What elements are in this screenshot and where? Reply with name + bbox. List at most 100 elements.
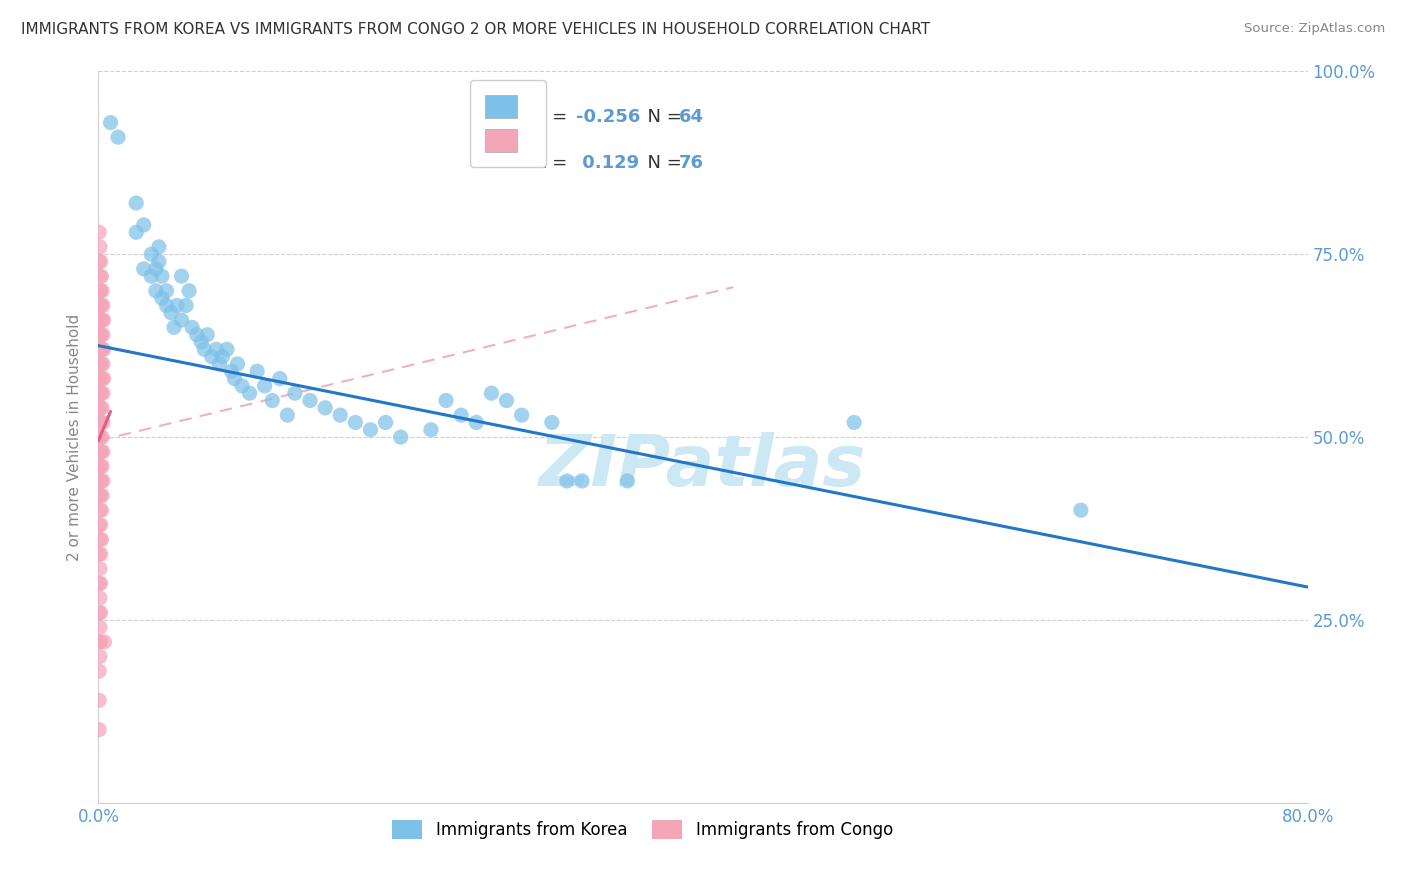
- Point: [314, 401, 336, 415]
- Point: [90, 635, 112, 649]
- Point: [224, 371, 246, 385]
- Point: [166, 298, 188, 312]
- Point: [616, 474, 638, 488]
- Point: [90, 517, 112, 532]
- Point: [344, 416, 367, 430]
- Point: [89, 371, 111, 385]
- Point: [89, 591, 111, 605]
- Point: [89, 649, 111, 664]
- Point: [465, 416, 488, 430]
- Point: [90, 313, 112, 327]
- Point: [374, 416, 396, 430]
- Point: [91, 386, 114, 401]
- Point: [93, 313, 115, 327]
- Point: [90, 444, 112, 458]
- Point: [299, 393, 322, 408]
- Point: [89, 620, 111, 634]
- Point: [510, 408, 533, 422]
- Legend: Immigrants from Korea, Immigrants from Congo: Immigrants from Korea, Immigrants from C…: [385, 814, 900, 846]
- Point: [148, 240, 170, 254]
- Point: [90, 386, 112, 401]
- Text: Source: ZipAtlas.com: Source: ZipAtlas.com: [1244, 22, 1385, 36]
- Point: [141, 247, 163, 261]
- Point: [91, 444, 114, 458]
- Point: [89, 269, 111, 284]
- Point: [125, 196, 148, 211]
- Point: [90, 284, 112, 298]
- Point: [89, 401, 111, 415]
- Text: N =: N =: [637, 108, 688, 126]
- Point: [174, 298, 197, 312]
- Point: [181, 320, 204, 334]
- Point: [186, 327, 208, 342]
- Point: [89, 357, 111, 371]
- Point: [571, 474, 593, 488]
- Point: [201, 350, 224, 364]
- Point: [89, 254, 111, 268]
- Point: [90, 298, 112, 312]
- Point: [91, 489, 114, 503]
- Point: [91, 401, 114, 415]
- Point: [89, 606, 111, 620]
- Point: [450, 408, 472, 422]
- Point: [90, 459, 112, 474]
- Point: [90, 327, 112, 342]
- Point: [107, 130, 129, 145]
- Point: [90, 401, 112, 415]
- Point: [89, 517, 111, 532]
- Point: [89, 327, 111, 342]
- Point: [90, 343, 112, 357]
- Point: [93, 343, 115, 357]
- Text: R =: R =: [534, 108, 572, 126]
- Text: R =: R =: [534, 153, 572, 172]
- Point: [89, 343, 111, 357]
- Point: [89, 313, 111, 327]
- Point: [215, 343, 238, 357]
- Point: [262, 393, 284, 408]
- Text: N =: N =: [637, 153, 688, 172]
- Point: [89, 225, 111, 239]
- Point: [141, 269, 163, 284]
- Point: [89, 298, 111, 312]
- Point: [555, 474, 578, 488]
- Point: [90, 474, 112, 488]
- Point: [145, 261, 167, 276]
- Point: [90, 357, 112, 371]
- Point: [495, 393, 517, 408]
- Point: [329, 408, 352, 422]
- Point: [170, 269, 193, 284]
- Point: [90, 503, 112, 517]
- Point: [284, 386, 307, 401]
- Point: [89, 635, 111, 649]
- Point: [90, 606, 112, 620]
- Point: [190, 334, 212, 349]
- Point: [90, 269, 112, 284]
- Point: [253, 379, 276, 393]
- Point: [226, 357, 249, 371]
- Point: [481, 386, 503, 401]
- Point: [239, 386, 262, 401]
- Point: [155, 284, 177, 298]
- Point: [160, 306, 183, 320]
- Point: [148, 254, 170, 268]
- Y-axis label: 2 or more Vehicles in Household: 2 or more Vehicles in Household: [67, 313, 83, 561]
- Point: [389, 430, 412, 444]
- Point: [93, 371, 115, 385]
- Point: [91, 459, 114, 474]
- Point: [221, 364, 243, 378]
- Point: [205, 343, 228, 357]
- Point: [193, 343, 215, 357]
- Point: [163, 320, 186, 334]
- Point: [90, 371, 112, 385]
- Point: [93, 635, 115, 649]
- Point: [89, 416, 111, 430]
- Point: [170, 313, 193, 327]
- Point: [91, 298, 114, 312]
- Point: [211, 350, 233, 364]
- Point: [150, 269, 173, 284]
- Point: [91, 327, 114, 342]
- Point: [90, 576, 112, 591]
- Text: 0.129: 0.129: [576, 153, 640, 172]
- Point: [150, 291, 173, 305]
- Point: [132, 218, 155, 232]
